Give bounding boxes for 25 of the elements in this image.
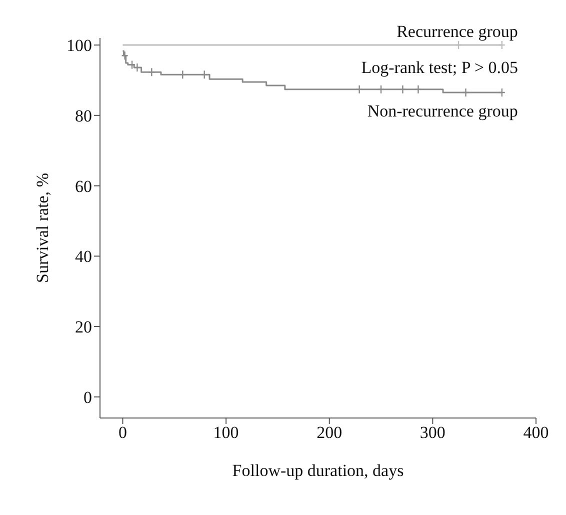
annotation: Log-rank test; P > 0.05 bbox=[361, 58, 518, 78]
point bbox=[179, 70, 186, 80]
point bbox=[454, 40, 462, 50]
x-tick-label: 400 bbox=[523, 423, 549, 442]
point bbox=[462, 88, 470, 98]
y-axis-title: Survival rate, % bbox=[33, 173, 52, 283]
y-tick-label: 60 bbox=[75, 176, 92, 196]
series-label: Non-recurrence group bbox=[367, 102, 518, 121]
point bbox=[200, 70, 208, 80]
y-tick-label: 40 bbox=[75, 247, 92, 266]
x-tick-label: 0 bbox=[118, 423, 127, 442]
y-tick-label: 0 bbox=[84, 388, 92, 407]
point bbox=[356, 84, 363, 94]
y-tick-label: 20 bbox=[75, 318, 92, 337]
x-tick-label: 300 bbox=[420, 423, 446, 442]
x-tick-label: 100 bbox=[213, 423, 239, 442]
y-tick-label: 80 bbox=[75, 106, 92, 126]
point bbox=[148, 68, 156, 77]
y-tick-label: 100 bbox=[66, 36, 92, 56]
point bbox=[399, 84, 406, 94]
x-axis-title: Follow-up duration, days bbox=[232, 461, 404, 480]
series-label: Recurrence group bbox=[396, 22, 518, 42]
point bbox=[414, 84, 422, 94]
x-tick-label: 200 bbox=[316, 423, 342, 442]
point bbox=[377, 84, 385, 94]
